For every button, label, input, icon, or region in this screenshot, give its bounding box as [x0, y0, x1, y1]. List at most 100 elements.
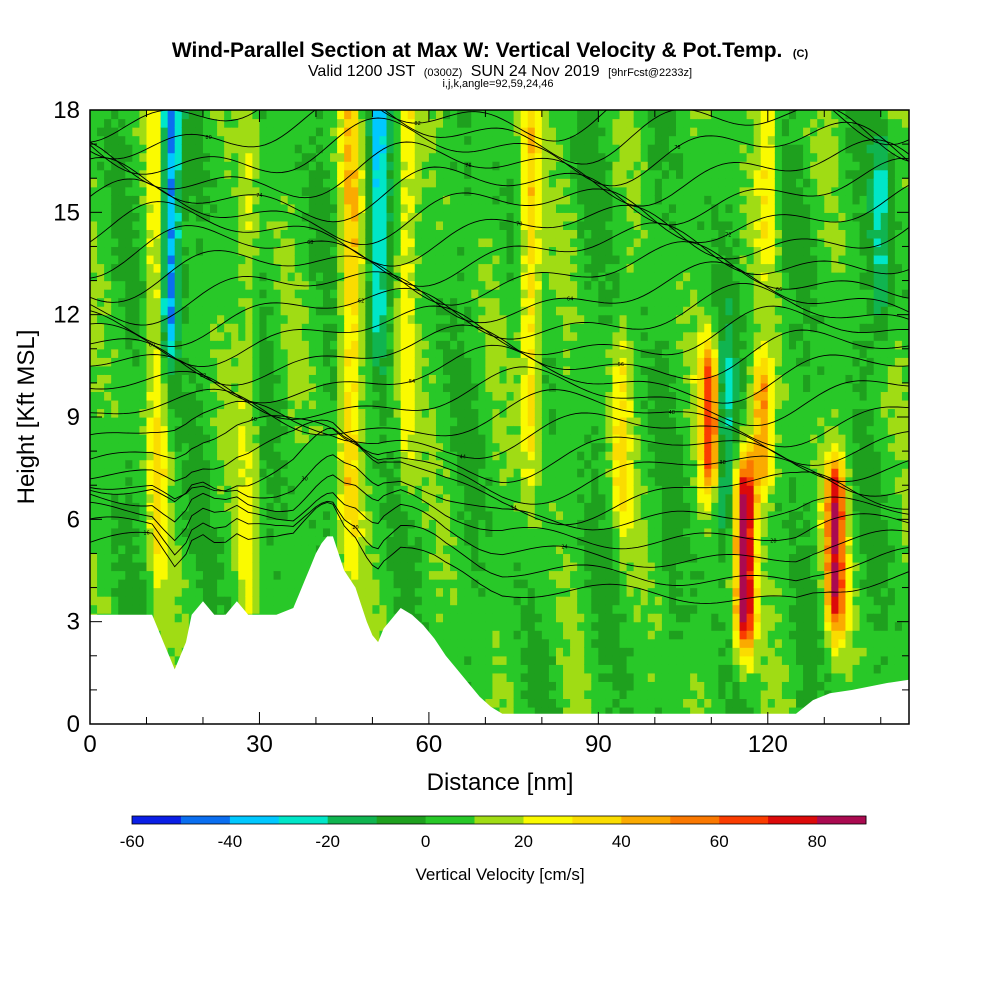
field-cell	[301, 246, 310, 256]
field-cell	[160, 502, 169, 512]
field-cell	[181, 331, 190, 341]
field-cell	[118, 417, 126, 427]
field-cell	[125, 451, 133, 461]
field-cell	[104, 348, 112, 358]
field-cell	[492, 519, 501, 529]
field-cell	[386, 178, 395, 188]
field-cell	[104, 468, 112, 478]
field-cell	[534, 237, 543, 248]
field-cell	[400, 178, 409, 188]
field-cell	[273, 118, 282, 128]
field-cell	[322, 169, 331, 179]
field-cell	[450, 553, 458, 563]
field-cell	[104, 237, 112, 248]
field-cell	[499, 186, 508, 196]
field-cell	[125, 340, 133, 350]
field-cell	[252, 382, 261, 393]
field-cell	[125, 263, 133, 273]
field-cell	[344, 144, 352, 154]
field-cell	[337, 212, 345, 222]
field-cell	[245, 468, 253, 478]
field-cell	[104, 425, 112, 435]
field-cell	[259, 579, 268, 589]
field-cell	[344, 553, 352, 563]
field-cell	[513, 391, 522, 401]
field-cell	[231, 110, 239, 120]
field-cell	[379, 110, 388, 120]
field-cell	[421, 544, 430, 555]
field-cell	[534, 254, 543, 265]
field-cell	[499, 689, 508, 700]
field-cell	[478, 604, 486, 614]
field-cell	[97, 365, 105, 375]
field-cell	[513, 348, 522, 358]
field-cell	[386, 527, 395, 537]
field-cell	[280, 399, 289, 410]
field-cell	[577, 596, 585, 606]
field-cell	[513, 127, 522, 137]
field-cell	[464, 502, 472, 512]
field-cell	[372, 152, 381, 162]
field-cell	[125, 561, 133, 572]
field-cell	[372, 127, 381, 137]
field-cell	[301, 502, 310, 512]
field-cell	[273, 314, 282, 324]
field-cell	[139, 314, 148, 324]
field-cell	[570, 110, 578, 120]
field-cell	[181, 110, 190, 120]
field-cell	[280, 263, 289, 273]
field-cell	[97, 314, 105, 324]
field-cell	[188, 237, 197, 248]
field-cell	[238, 493, 246, 503]
field-cell	[252, 306, 261, 316]
field-cell	[238, 596, 246, 606]
field-cell	[231, 596, 239, 606]
field-cell	[379, 118, 388, 128]
field-cell	[139, 263, 148, 273]
field-cell	[315, 476, 324, 486]
field-cell	[428, 476, 437, 486]
field-cell	[330, 442, 338, 452]
field-cell	[428, 621, 437, 631]
field-cell	[471, 613, 479, 623]
field-cell	[146, 570, 155, 580]
field-cell	[146, 442, 155, 452]
field-cell	[174, 135, 183, 145]
field-cell	[534, 519, 543, 529]
field-cell	[379, 434, 388, 444]
field-cell	[555, 434, 564, 444]
field-cell	[160, 408, 169, 418]
field-cell	[97, 553, 105, 563]
field-cell	[301, 212, 310, 222]
field-cell	[97, 434, 105, 444]
field-cell	[471, 220, 479, 230]
field-cell	[386, 340, 395, 350]
field-cell	[534, 544, 543, 555]
field-cell	[132, 391, 141, 401]
field-cell	[457, 237, 465, 248]
field-cell	[167, 348, 176, 358]
field-cell	[414, 587, 423, 597]
field-cell	[238, 263, 246, 273]
field-cell	[541, 357, 550, 367]
field-cell	[351, 203, 359, 213]
field-cell	[400, 561, 409, 572]
field-cell	[245, 544, 253, 555]
field-cell	[435, 536, 444, 546]
field-cell	[245, 169, 253, 179]
field-cell	[520, 110, 529, 120]
field-cell	[421, 510, 430, 520]
field-cell	[464, 510, 472, 520]
field-cell	[450, 613, 458, 623]
field-cell	[153, 169, 162, 179]
field-cell	[280, 570, 289, 580]
field-cell	[280, 391, 289, 401]
field-cell	[485, 587, 494, 597]
field-cell	[294, 587, 303, 597]
field-cell	[443, 570, 451, 580]
field-cell	[541, 647, 550, 657]
field-cell	[450, 519, 458, 529]
field-cell	[252, 203, 261, 213]
field-cell	[520, 203, 529, 213]
field-cell	[506, 613, 515, 623]
